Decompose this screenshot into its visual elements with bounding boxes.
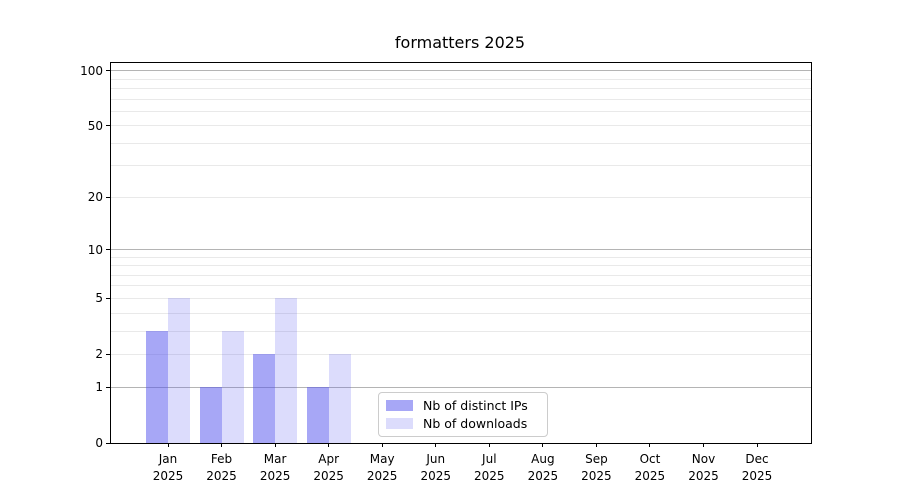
bar-downloads-mar: [275, 298, 298, 443]
y-tick-mark-0: [106, 442, 110, 444]
y-tick-label-50: 50: [87, 118, 103, 133]
x-tick-mark-feb: [221, 443, 223, 447]
x-tick-label-mar: Mar 2025: [259, 452, 291, 483]
legend-item-distinct-ips: Nb of distinct IPs: [386, 398, 539, 413]
y-tick-mark-50: [106, 125, 110, 127]
legend-label-distinct-ips: Nb of distinct IPs: [423, 398, 528, 413]
legend-label-downloads: Nb of downloads: [423, 416, 528, 431]
y-tick-label-2: 2: [95, 347, 103, 362]
x-tick-mark-mar: [274, 443, 276, 447]
x-tick-mark-nov: [703, 443, 704, 447]
legend: Nb of distinct IPs Nb of downloads: [378, 392, 548, 437]
gridline-major-100: [111, 70, 811, 72]
y-tick-mark-2: [106, 353, 110, 355]
plot-area: 0 1 2 5 10 20 50 100 Jan 2025 Feb 2025 Mar 2025 Ap…: [80, 62, 812, 483]
y-tick-mark-1: [106, 386, 110, 388]
gridline-minor-50: [111, 125, 811, 127]
gridline-minor-20: [111, 196, 811, 198]
y-tick-label-5: 5: [95, 291, 103, 306]
gridline-minor-8: [111, 265, 811, 267]
x-tick-mark-may: [381, 443, 383, 447]
x-tick-mark-apr: [328, 443, 330, 447]
bar-downloads-feb: [221, 331, 244, 443]
x-tick-label-jul: Jul 2025: [474, 452, 505, 483]
y-tick-label-1: 1: [95, 380, 103, 395]
gridline-minor-3: [111, 330, 811, 332]
y-tick-mark-20: [106, 196, 110, 198]
x-tick-label-apr: Apr 2025: [313, 452, 344, 483]
bar-downloads-jan: [168, 298, 190, 443]
x-tick-mark-dec: [756, 443, 758, 447]
gridline-minor-80: [111, 87, 811, 89]
gridline-minor-60: [111, 110, 811, 112]
x-tick-label-feb: Feb 2025: [206, 452, 237, 483]
x-tick-mark-sep: [595, 443, 597, 447]
x-tick-label-oct: Oct 2025: [634, 452, 666, 483]
y-tick-mark-5: [106, 297, 110, 299]
bar-ips-apr: [306, 387, 329, 443]
x-tick-label-may: May 2025: [366, 452, 398, 483]
legend-swatch-downloads-icon: [386, 418, 413, 429]
gridline-minor-40: [111, 142, 811, 144]
gridline-minor-7: [111, 274, 811, 276]
y-tick-label-100: 100: [80, 63, 103, 78]
legend-swatch-distinct-ips-icon: [386, 400, 413, 411]
bar-ips-mar: [253, 354, 276, 443]
chart-title: formatters 2025: [394, 33, 526, 52]
x-tick-mark-oct: [649, 443, 651, 447]
y-tick-label-20: 20: [87, 190, 103, 205]
bar-ips-feb: [199, 387, 222, 443]
gridline-minor-2: [111, 353, 811, 355]
y-tick-label-0: 0: [95, 436, 103, 450]
x-tick-label-aug: Aug 2025: [527, 452, 559, 483]
gridline-minor-6: [111, 285, 811, 287]
x-tick-mark-jul: [488, 443, 490, 447]
y-tick-label-10: 10: [87, 242, 103, 257]
y-tick-mark-100: [106, 70, 110, 72]
gridline-minor-5: [111, 297, 811, 299]
gridline-major-1: [111, 386, 811, 388]
x-tick-label-dec: Dec 2025: [741, 452, 773, 483]
gridline-minor-4: [111, 312, 811, 314]
gridline-minor-70: [111, 98, 811, 100]
x-tick-label-nov: Nov 2025: [688, 452, 719, 483]
x-tick-mark-aug: [542, 443, 544, 447]
gridline-major-10: [111, 249, 811, 251]
gridline-minor-30: [111, 165, 811, 167]
y-tick-mark-10: [106, 249, 110, 251]
x-tick-label-jun: Jun 2025: [420, 452, 452, 483]
gridline-minor-9: [111, 256, 811, 258]
gridline-minor-90: [111, 78, 811, 80]
bar-downloads-apr: [328, 354, 351, 443]
legend-item-downloads: Nb of downloads: [386, 416, 539, 431]
x-tick-mark-jun: [435, 443, 437, 447]
x-tick-mark-jan: [167, 443, 169, 447]
x-tick-label-sep: Sep 2025: [581, 452, 612, 483]
x-tick-label-jan: Jan 2025: [152, 452, 184, 483]
bar-ips-jan: [146, 331, 168, 443]
